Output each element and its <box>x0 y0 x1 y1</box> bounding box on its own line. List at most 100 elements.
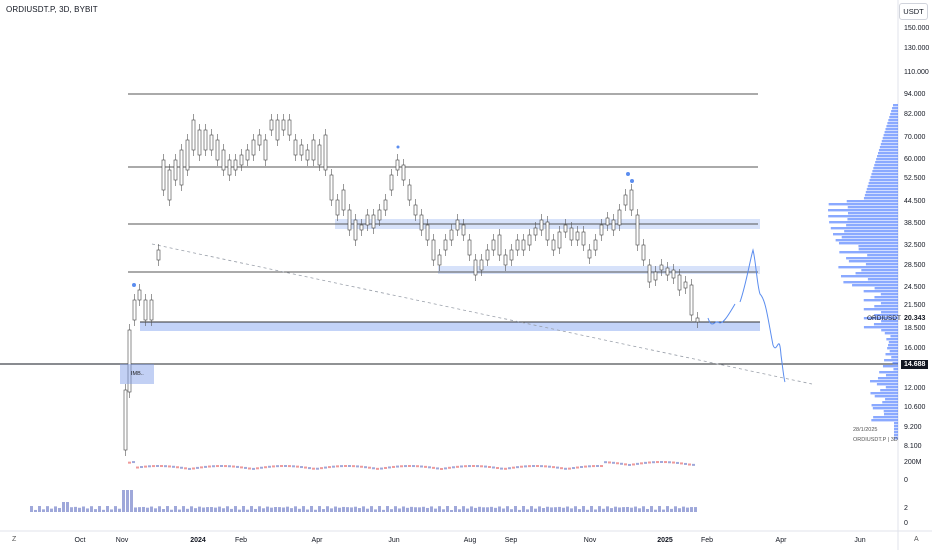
volume-ma-dot <box>596 465 599 468</box>
volume-bar <box>378 506 381 512</box>
volume-profile-bar <box>884 131 898 134</box>
volume-profile-bar <box>828 215 898 218</box>
volume-ma-dot <box>280 465 283 468</box>
volume-bar <box>630 507 633 512</box>
volume-ma-dot <box>200 466 203 469</box>
volume-bar <box>650 506 653 512</box>
volume-profile-bar <box>863 326 898 329</box>
volume-ma-dot <box>428 466 431 469</box>
candle-body <box>521 239 526 251</box>
volume-bar <box>262 508 265 512</box>
volume-profile-bar <box>892 362 898 365</box>
volume-bar <box>602 508 605 512</box>
volume-bar <box>134 507 137 512</box>
candle-body <box>287 119 292 136</box>
time-axis-label: Feb <box>234 537 248 544</box>
volume-ma-dot <box>176 466 179 469</box>
volume-ma-dot <box>488 465 491 468</box>
candle-body <box>623 194 628 206</box>
volume-ma-dot <box>372 467 375 470</box>
candle-body <box>227 159 232 176</box>
volume-ma-dot <box>296 465 299 468</box>
price-axis-label: 10.600 <box>904 404 926 411</box>
volume-bar <box>482 507 485 512</box>
candle-body <box>647 264 652 283</box>
candle-body <box>167 169 172 201</box>
volume-axis-0: 0 <box>904 477 908 484</box>
volume-bar <box>178 509 181 512</box>
volume-profile-bar <box>874 314 898 317</box>
volume-bar <box>330 508 333 512</box>
volume-ma-dot <box>552 466 555 469</box>
volume-bar <box>58 507 61 512</box>
volume-profile-bar <box>894 431 898 434</box>
candle-body <box>371 214 376 229</box>
volume-bar <box>626 506 629 512</box>
lower-axis-2: 2 <box>904 505 908 512</box>
volume-bar <box>354 506 357 512</box>
volume-profile-bar <box>865 263 898 266</box>
auto-scale-icon[interactable]: A <box>914 536 919 543</box>
volume-profile <box>828 104 898 440</box>
candle-body <box>179 149 184 186</box>
candle-body <box>551 239 556 251</box>
candle-body <box>191 119 196 151</box>
currency-button[interactable]: USDT <box>899 3 928 20</box>
volume-profile-bar <box>869 179 898 182</box>
volume-bar <box>362 506 365 512</box>
volume-bar <box>322 509 325 512</box>
volume-bar <box>254 508 257 512</box>
volume-ma-dot <box>684 462 687 465</box>
volume-bar <box>214 507 217 512</box>
time-axis-label: Nov <box>115 537 129 544</box>
volume-bar <box>550 507 553 512</box>
volume-ma-dot <box>424 465 427 468</box>
volume-ma-dot <box>588 465 591 468</box>
volume-bar <box>126 490 129 512</box>
volume-bar <box>346 507 349 512</box>
volume-ma-dot <box>288 465 291 468</box>
volume-bar <box>462 506 465 512</box>
candle-body <box>377 209 382 221</box>
volume-bar <box>86 508 89 512</box>
volume-bar <box>426 507 429 512</box>
volume-bar <box>458 509 461 512</box>
volume-ma-dot <box>212 465 215 468</box>
candle-body <box>509 249 514 261</box>
volume-ma-dot <box>456 465 459 468</box>
timezone-icon[interactable]: Z <box>12 536 17 543</box>
volume-bar <box>102 509 105 512</box>
volume-ma-dot <box>352 465 355 468</box>
volume-profile-bar <box>868 182 898 185</box>
volume-bar <box>526 509 529 512</box>
volume-profile-bar <box>828 203 898 206</box>
time-axis-label: Sep <box>504 537 518 544</box>
candle-body <box>299 144 304 156</box>
symbol-title: ORDIUSDT.P, 3D, BYBIT <box>6 5 98 14</box>
volume-ma-dot <box>412 465 415 468</box>
volume-bar <box>290 508 293 512</box>
volume-bar <box>194 508 197 512</box>
volume-ma-dot <box>416 465 419 468</box>
volume-profile-bar <box>885 353 898 356</box>
volume-ma-dot <box>692 463 695 466</box>
volume-profile-bar <box>877 377 898 380</box>
volume-ma-dot <box>576 466 579 469</box>
volume-profile-bar <box>888 344 898 347</box>
volume-bar <box>402 506 405 512</box>
volume-bar <box>670 508 673 512</box>
volume-ma-dot <box>664 461 667 464</box>
candle-body <box>455 219 460 231</box>
volume-ma-dot <box>128 461 131 464</box>
volume-profile-bar <box>838 266 898 269</box>
volume-bar <box>570 508 573 512</box>
candle-body <box>683 281 688 289</box>
volume-bar <box>286 506 289 512</box>
volume-bar <box>638 508 641 512</box>
volume-bar <box>542 508 545 512</box>
volume-ma-dot <box>520 465 523 468</box>
volume-profile-bar <box>847 218 898 221</box>
volume-bar <box>490 506 493 512</box>
volume-ma-dot <box>628 463 631 466</box>
